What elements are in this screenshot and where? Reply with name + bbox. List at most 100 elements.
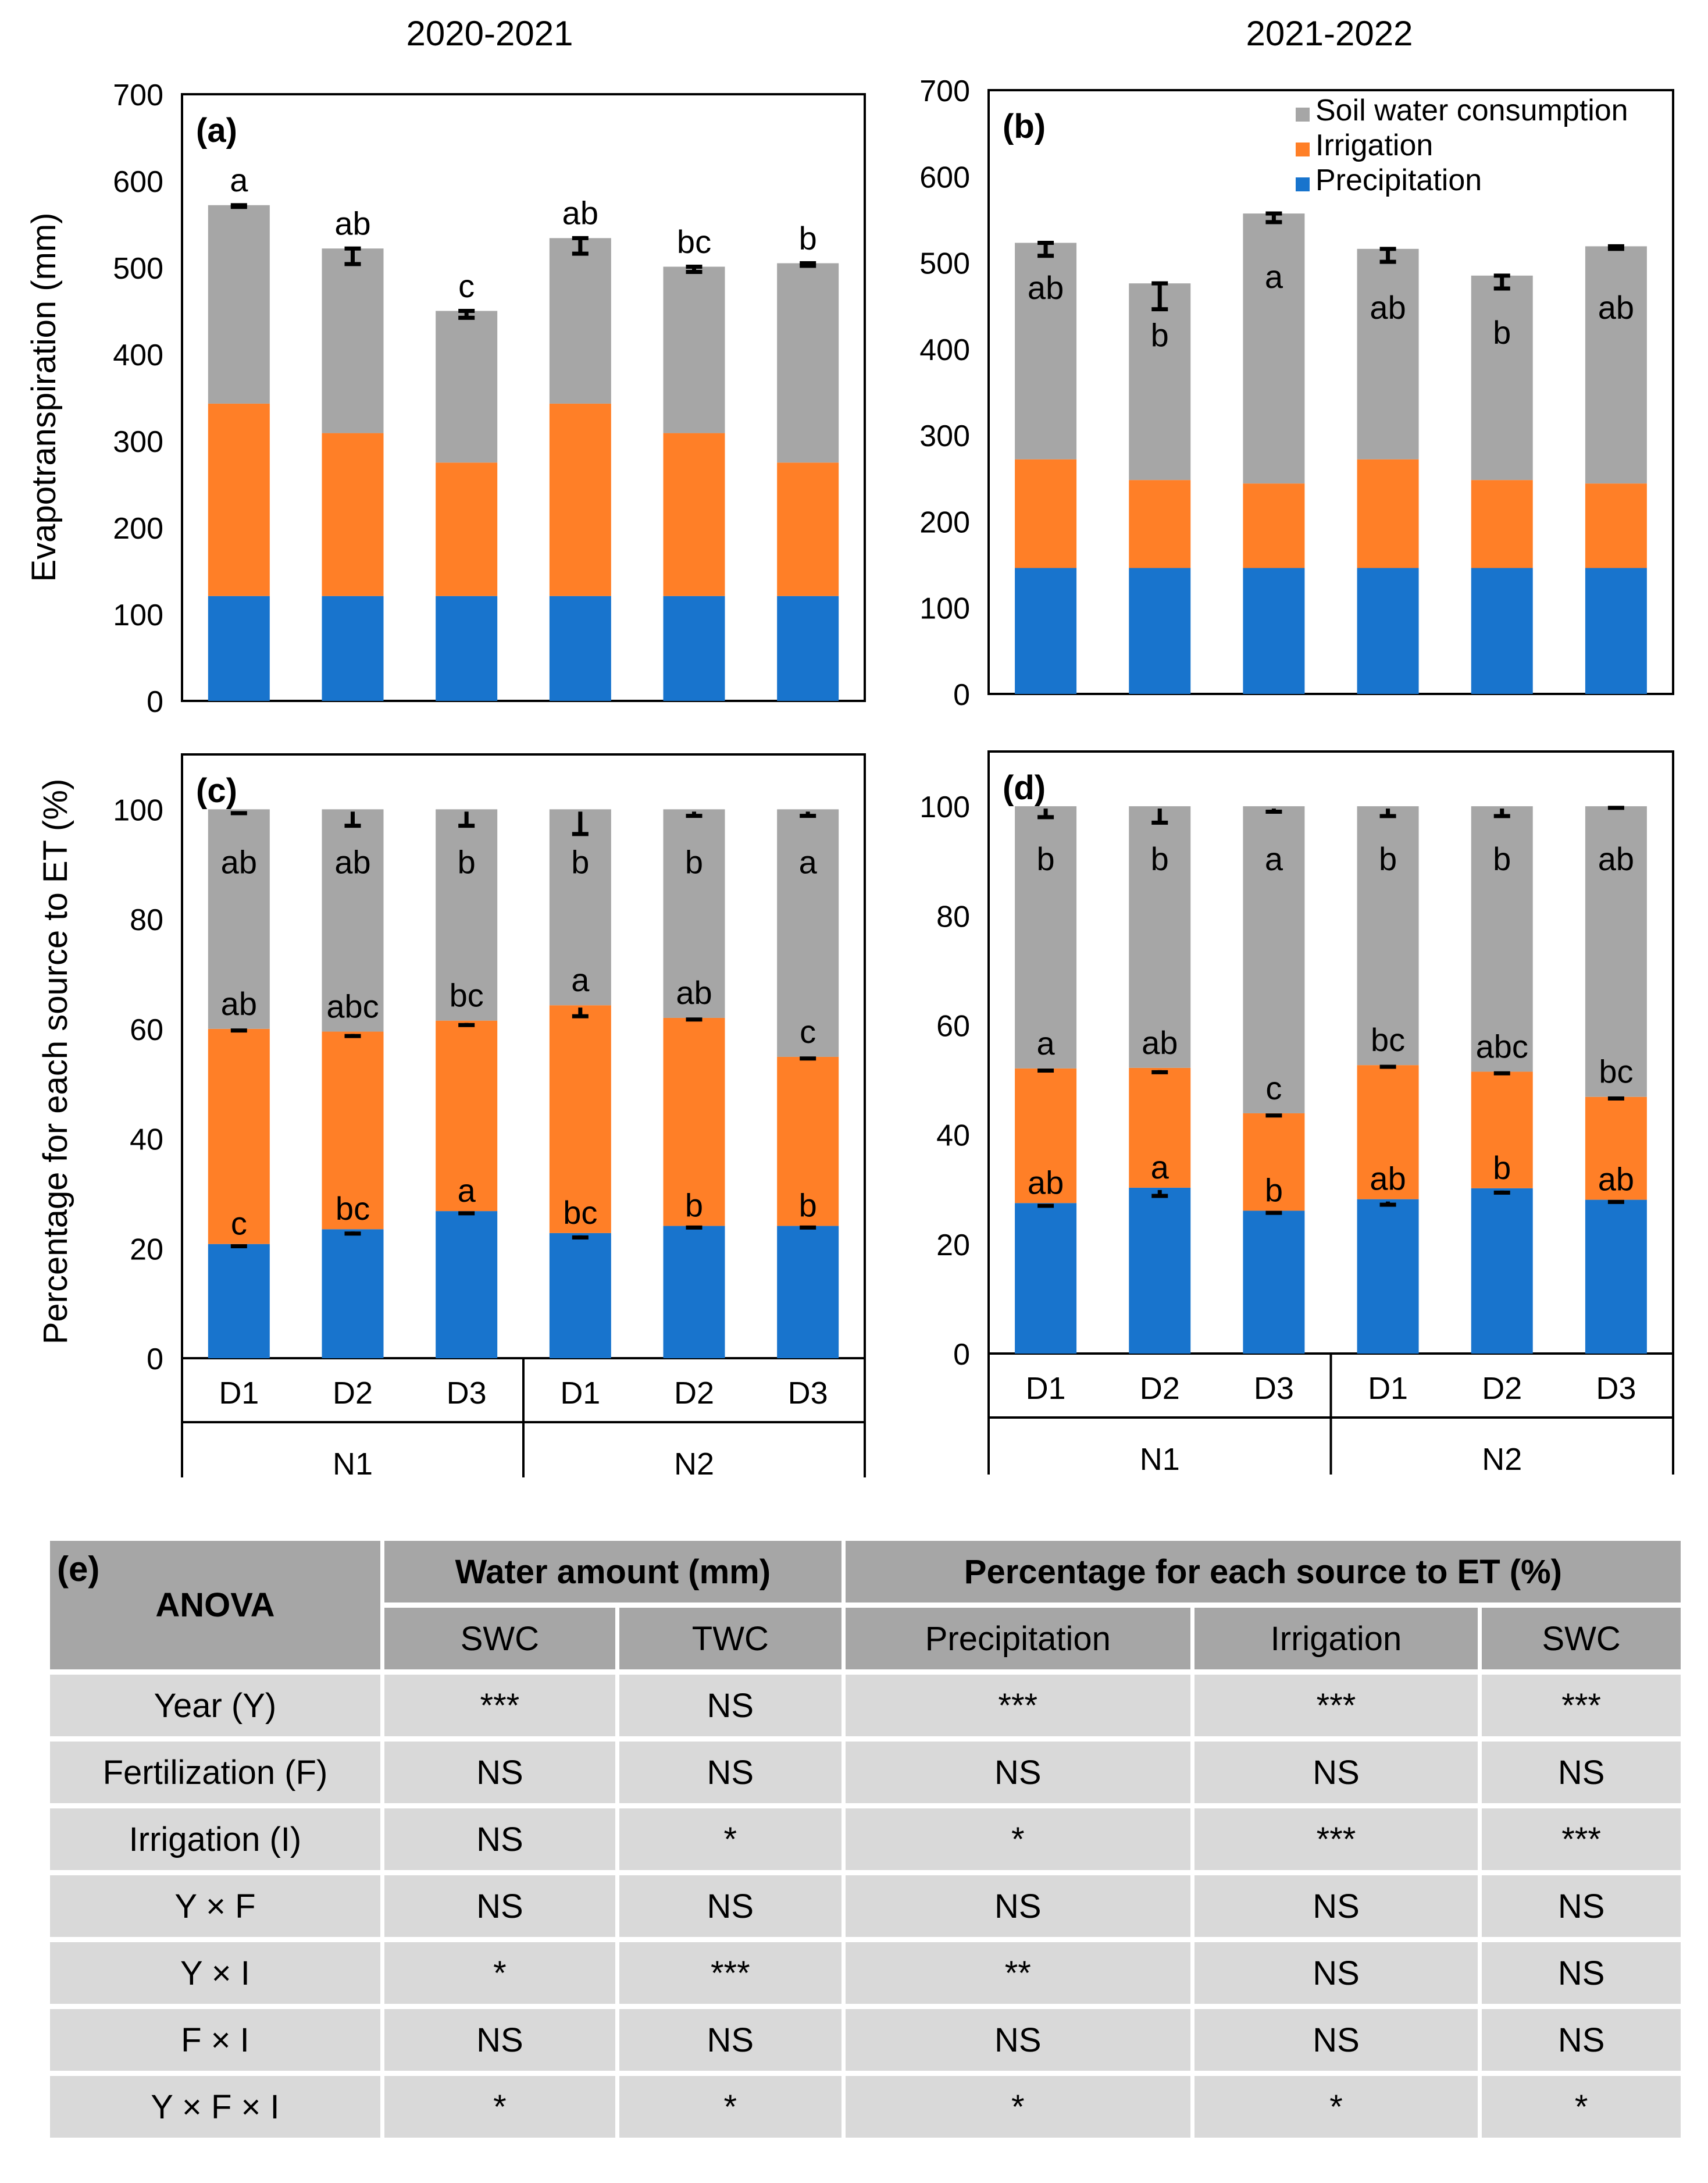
group-header-water-amount: Water amount (mm) (384, 1541, 841, 1602)
row-factor: Irrigation (I) (50, 1808, 380, 1870)
table-cell: NS (619, 1675, 841, 1736)
bar-irrig (1015, 459, 1077, 568)
table-cell: NS (1194, 1875, 1478, 1937)
plot-frame (181, 753, 866, 1359)
panel-b-chart: 0 100 200 300 400 500 600 700 (b) ab b a ab b ab Soil w… (919, 74, 1674, 712)
significance-letter-precip: c (231, 1205, 247, 1242)
bar-irrig (1243, 1113, 1305, 1211)
y-tick-label: 400 (919, 333, 970, 367)
table-cell: *** (1194, 1675, 1478, 1736)
bar-swc (1015, 806, 1077, 1069)
significance-letter-precip: ab (1028, 1164, 1064, 1201)
bar-swc (322, 809, 384, 1032)
significance-letter-precip: bc (563, 1194, 597, 1231)
table-cell: NS (1482, 1942, 1681, 2004)
bar-swc (1471, 806, 1533, 1072)
bar-swc (1471, 275, 1533, 480)
bar-precip (1585, 568, 1647, 694)
bar-precip (1015, 568, 1077, 694)
x-tick-label: D2 (333, 1376, 373, 1411)
table-row: Y × F NS NS NS NS NS (50, 1875, 1681, 1937)
table-cell: NS (845, 1742, 1190, 1803)
bar-swc (208, 809, 270, 1029)
row-factor: Y × F (50, 1875, 380, 1937)
x-tick-label: D1 (1026, 1371, 1066, 1406)
significance-letter: bc (677, 223, 711, 260)
y-tick-label: 60 (936, 1009, 970, 1043)
bar-irrig (1015, 1068, 1077, 1203)
significance-letter-swc: b (685, 843, 703, 880)
table-cell: *** (384, 1675, 615, 1736)
y-tick-label: 100 (113, 599, 163, 632)
row-factor: Y × I (50, 1942, 380, 2004)
significance-letter-precip: b (685, 1187, 703, 1224)
significance-letter: ab (1598, 289, 1634, 326)
table-cell: NS (1194, 1742, 1478, 1803)
y-tick-label: 300 (113, 425, 163, 459)
anova-corner-cell: (e) ANOVA (50, 1541, 380, 1669)
y-tick-label: 400 (113, 339, 163, 372)
table-cell: * (845, 2076, 1190, 2138)
bar-swc (663, 266, 725, 433)
y-tick-label: 0 (147, 1342, 163, 1376)
bar-irrig (322, 1031, 384, 1230)
table-cell: NS (619, 1875, 841, 1937)
bar-precip (549, 596, 611, 701)
bar-swc (1129, 283, 1191, 480)
table-cell: *** (845, 1675, 1190, 1736)
significance-letter-irrig: a (571, 961, 590, 998)
significance-letter-precip: bc (336, 1190, 370, 1227)
bar-swc (1243, 213, 1305, 484)
bar-irrig (1585, 483, 1647, 568)
y-tick-label: 0 (147, 685, 163, 719)
significance-letter: c (458, 268, 475, 304)
significance-letter-precip: b (799, 1187, 817, 1224)
legend-swatch (1296, 143, 1310, 156)
bar-irrig (777, 1056, 839, 1226)
y-tick-label: 60 (130, 1013, 163, 1047)
y-tick-label: 300 (919, 419, 970, 453)
bar-precip (1357, 1199, 1419, 1354)
bar-irrig (322, 433, 384, 596)
x-tick-label: D3 (447, 1376, 487, 1411)
table-row: Y × I * *** ** NS NS (50, 1942, 1681, 2004)
table-cell: * (1194, 2076, 1478, 2138)
bar-irrig (208, 1028, 270, 1244)
group-label: N2 (1482, 1442, 1522, 1477)
bar-irrig (1471, 1071, 1533, 1188)
y-tick-label: 200 (919, 505, 970, 539)
anova-corner-label: ANOVA (155, 1586, 275, 1624)
bar-irrig (777, 462, 839, 596)
panel-label: (d) (1003, 769, 1046, 807)
y-tick-label: 80 (936, 900, 970, 934)
bar-swc (549, 809, 611, 1006)
legend-label: Precipitation (1315, 163, 1482, 197)
bar-swc (1357, 806, 1419, 1066)
significance-letter: b (799, 220, 817, 257)
significance-letter-precip: a (458, 1172, 476, 1209)
significance-letter: ab (334, 205, 370, 242)
bar-swc (777, 809, 839, 1057)
significance-letter: a (230, 162, 248, 198)
bar-precip (208, 596, 270, 701)
table-row: Irrigation (I) NS * * *** *** (50, 1808, 1681, 1870)
x-tick-label: D2 (674, 1376, 714, 1411)
significance-letter-swc: a (1265, 841, 1283, 877)
significance-letter-precip: ab (1370, 1160, 1406, 1197)
table-row: Year (Y) *** NS *** *** *** (50, 1675, 1681, 1736)
bar-swc (436, 809, 498, 1021)
bar-swc (1357, 248, 1419, 460)
significance-letter-irrig: a (1037, 1025, 1056, 1062)
legend-swatch (1296, 108, 1310, 122)
y-tick-label: 0 (953, 1338, 970, 1372)
table-cell: NS (384, 2009, 615, 2071)
bar-irrig (549, 1005, 611, 1233)
bar-swc (436, 311, 498, 463)
y-tick-label: 100 (919, 790, 970, 824)
plot-frame (987, 89, 1674, 695)
legend-label: Irrigation (1315, 129, 1433, 162)
group-header-percentage: Percentage for each source to ET (%) (845, 1541, 1681, 1602)
bar-swc (1585, 246, 1647, 484)
bar-swc (663, 809, 725, 1018)
significance-letter-swc: b (458, 843, 476, 880)
